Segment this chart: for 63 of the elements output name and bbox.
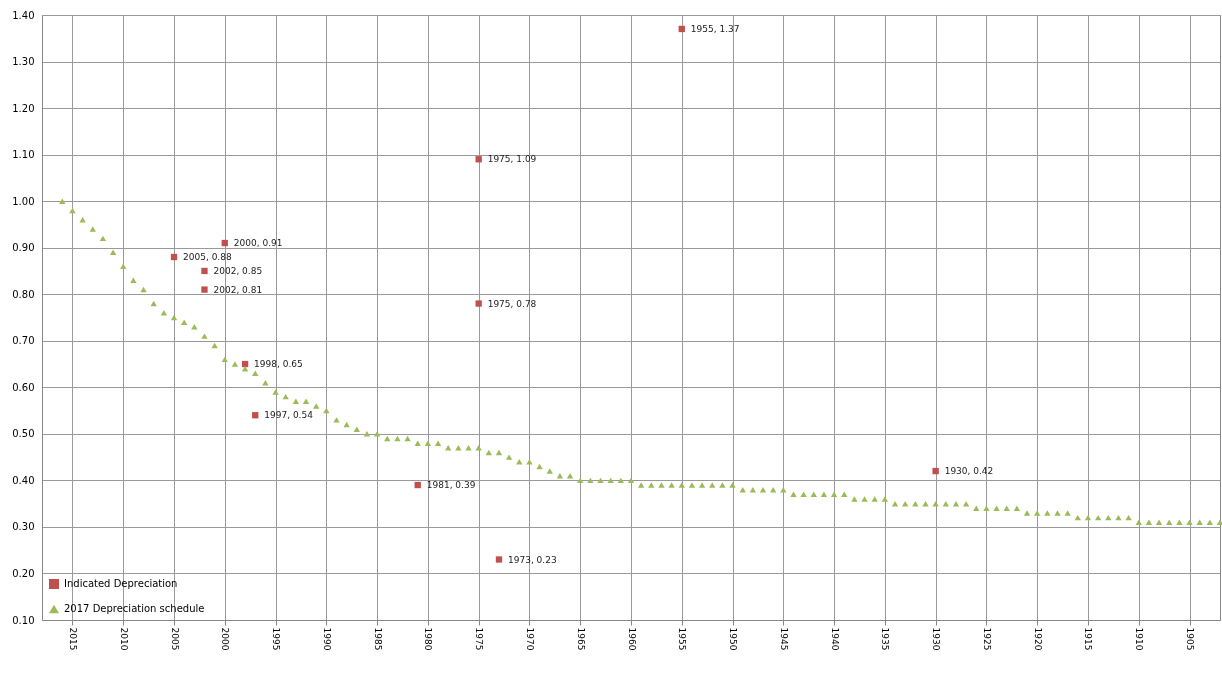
point [170,253,178,261]
x-tick-label: 1970 [524,627,535,651]
x-tick-label: 1965 [575,627,586,651]
data-label: 1973, 0.23 [507,554,557,565]
point [475,300,482,307]
data-label: 1975, 1.09 [487,154,537,165]
y-tick-label: 0.10 [12,614,35,626]
y-tick-label: 1.00 [12,195,35,207]
x-tick-label: 1995 [271,627,282,651]
x-tick-label: 1960 [626,627,637,651]
data-label: 1930, 0.42 [944,466,994,477]
x-tick-label: 1910 [1134,627,1145,651]
data-label: 2002, 0.81 [213,284,263,295]
point [414,481,421,489]
x-tick-label: 1975 [474,627,485,651]
y-tick-label: 0.70 [12,335,35,347]
data-label: 1955, 1.37 [690,23,740,34]
data-label: 1981, 0.39 [426,480,476,491]
x-tick-label: 1920 [1032,627,1043,651]
x-tick-label: 1905 [1185,627,1196,651]
legend-label: 2017 Depreciation schedule [64,603,205,614]
x-tick-label: 2000 [220,627,231,651]
point [475,156,482,163]
y-tick-label: 0.40 [12,474,35,486]
x-tick-label: 2015 [67,627,78,651]
point [252,412,259,419]
point [201,267,208,275]
y-tick-label: 0.60 [12,381,35,393]
x-tick-label: 1980 [423,627,434,651]
x-tick-label: 1955 [677,627,688,651]
x-tick-label: 1925 [981,627,992,651]
y-tick-label: 1.20 [12,102,35,114]
data-label: 1975, 0.78 [487,298,537,309]
x-tick-label: 1915 [1083,627,1094,651]
point [932,467,939,475]
y-tick-label: 0.50 [12,428,35,440]
data-label: 2002, 0.85 [213,265,263,276]
y-tick-label: 0.20 [12,567,35,579]
data-label: 1997, 0.54 [264,410,314,421]
x-tick-label: 1945 [778,627,789,651]
data-label: 2000, 0.91 [233,238,283,249]
y-tick-label: 1.30 [12,56,35,68]
point [201,286,208,293]
point [221,239,228,247]
x-tick-label: 2010 [118,627,129,651]
point [241,360,249,368]
data-label: 1998, 0.65 [254,359,303,370]
x-tick-label: 1950 [728,627,739,651]
y-tick-label: 0.90 [12,242,35,254]
data-label: 2005, 0.88 [183,252,232,262]
x-tick-label: 1990 [321,627,332,651]
point [495,556,503,563]
point [678,25,685,33]
x-tick-label: 2005 [169,627,180,651]
y-tick-label: 0.80 [12,288,35,300]
x-tick-label: 1940 [829,627,840,651]
y-tick-label: 1.10 [12,149,35,161]
y-tick-label: 0.30 [12,521,35,533]
x-tick-label: 1930 [931,627,942,651]
x-tick-label: 1985 [372,627,383,651]
legend-label: Indicated Depreciation [64,578,178,589]
x-tick-label: 1935 [880,627,891,651]
y-tick-label: 1.40 [12,9,35,21]
